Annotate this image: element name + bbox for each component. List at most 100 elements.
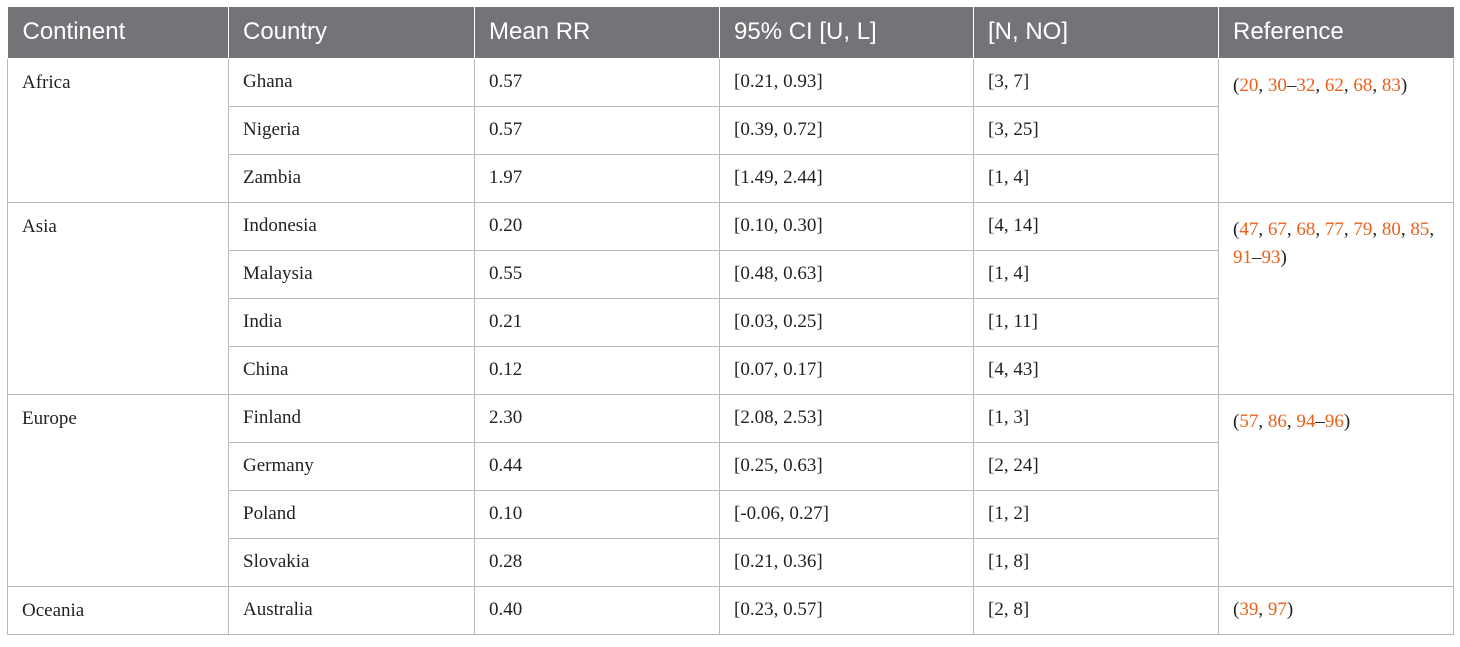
mean-rr-cell: 0.57 [474,57,720,107]
reference-link[interactable]: 96 [1324,410,1344,432]
reference-punctuation: , [1343,74,1354,96]
reference-punctuation: – [1315,410,1325,432]
header-confidence-interval: 95% CI [U, L] [719,7,974,59]
table-row: Malaysia 0.55 [0.48, 0.63] [1, 4] [8,249,1454,299]
header-reference: Reference [1218,7,1454,59]
reference-punctuation: ) [1400,74,1408,96]
confidence-interval-cell: [0.48, 0.63] [719,249,974,299]
reference-link[interactable]: 85 [1410,218,1430,240]
reference-link[interactable]: 39 [1239,599,1259,620]
reference-punctuation: , [1343,218,1354,240]
reference-punctuation: – [1252,246,1262,268]
reference-link[interactable]: 91 [1233,246,1252,268]
country-cell: Ghana [228,57,475,107]
header-mean-rr: Mean RR [474,7,720,59]
continent-cell: Asia [7,201,229,395]
reference-punctuation: , [1315,74,1325,96]
reference-punctuation: , [1315,218,1325,240]
table-body: Africa Ghana 0.57 [0.21, 0.93] [3, 7] (20, 30… [7,57,1454,635]
mean-rr-cell: 0.57 [474,105,720,155]
mean-rr-cell: 0.10 [474,489,720,539]
confidence-interval-cell: [0.21, 0.93] [719,57,974,107]
header-n-no: [N, NO] [973,7,1219,59]
mean-rr-cell: 0.40 [474,585,720,635]
country-cell: Slovakia [228,537,475,587]
confidence-interval-cell: [0.21, 0.36] [719,537,974,587]
country-cell: China [228,345,475,395]
reference-punctuation: , [1258,599,1268,620]
reference-link[interactable]: 77 [1324,218,1344,240]
reference-punctuation: , [1258,410,1268,432]
n-no-cell: [2, 24] [973,441,1219,491]
confidence-interval-cell: [0.23, 0.57] [719,585,974,635]
table-row: Oceania Australia 0.40 [0.23, 0.57] [2, 8] (3… [7,585,1454,635]
reference-link[interactable]: 79 [1353,218,1373,240]
n-no-cell: [4, 43] [973,345,1219,395]
reference-link[interactable]: 80 [1381,218,1401,240]
reference-cell: (20, 30–32, 62, 68, 83) [1218,57,1454,203]
reference-link[interactable]: 94 [1296,410,1316,432]
confidence-interval-cell: [1.49, 2.44] [719,153,974,203]
n-no-cell: [1, 11] [973,297,1219,347]
n-no-cell: [1, 3] [973,393,1219,443]
country-cell: Australia [228,585,475,635]
continent-cell: Europe [7,393,229,587]
reference-link[interactable]: 30 [1267,74,1287,96]
country-cell: Zambia [228,153,475,203]
reference-punctuation: , [1258,74,1268,96]
reference-link[interactable]: 32 [1296,74,1316,96]
table-row: Poland 0.10 [-0.06, 0.27] [1, 2] [8,489,1454,539]
country-cell: Malaysia [228,249,475,299]
reference-link[interactable]: 97 [1267,599,1287,620]
reference-punctuation: ) [1280,246,1287,268]
reference-link[interactable]: 68 [1353,74,1373,96]
reference-link[interactable]: 93 [1261,246,1281,268]
country-cell: Poland [228,489,475,539]
reference-punctuation: , [1286,410,1297,432]
reference-punctuation: , [1258,218,1268,240]
mean-rr-cell: 0.21 [474,297,720,347]
reference-punctuation: , [1286,218,1297,240]
table-row: Asia Indonesia 0.20 [0.10, 0.30] [4, 14] (47,… [7,201,1454,395]
country-cell: India [228,297,475,347]
reference-link[interactable]: 83 [1381,74,1401,96]
n-no-cell: [4, 14] [973,201,1219,251]
mean-rr-cell: 0.20 [474,201,720,251]
reference-punctuation: ( [1233,218,1240,240]
reference-punctuation: , [1372,74,1382,96]
reference-link[interactable]: 47 [1239,218,1259,240]
reference-punctuation: ) [1343,410,1351,432]
mean-rr-cell: 0.44 [474,441,720,491]
country-cell: Germany [228,441,475,491]
mean-rr-cell: 1.97 [474,153,720,203]
n-no-cell: [3, 25] [973,105,1219,155]
n-no-cell: [3, 7] [973,57,1219,107]
reference-link[interactable]: 62 [1324,74,1344,96]
reference-punctuation: ( [1233,74,1240,96]
confidence-interval-cell: [2.08, 2.53] [719,393,974,443]
reference-cell: (39, 97) [1218,585,1454,635]
header-country: Country [228,7,475,59]
table-row: Germany 0.44 [0.25, 0.63] [2, 24] [8,441,1454,491]
reference-punctuation: – [1286,74,1297,96]
table-row: China 0.12 [0.07, 0.17] [4, 43] [8,345,1454,395]
table-row: India 0.21 [0.03, 0.25] [1, 11] [8,297,1454,347]
reference-link[interactable]: 57 [1239,410,1259,432]
n-no-cell: [1, 2] [973,489,1219,539]
reference-punctuation: , [1429,218,1435,240]
reference-cell: (57, 86, 94–96) [1218,393,1454,587]
table-row: Europe Finland 2.30 [2.08, 2.53] [1, 3] (57, … [7,393,1454,587]
reference-link[interactable]: 20 [1239,74,1259,96]
continent-cell: Africa [7,57,229,203]
country-cell: Nigeria [228,105,475,155]
n-no-cell: [1, 8] [973,537,1219,587]
reference-link[interactable]: 86 [1267,410,1287,432]
reference-cell: (47, 67, 68, 77, 79, 80, 85, 91–93) [1218,201,1454,395]
reference-link[interactable]: 68 [1296,218,1316,240]
confidence-interval-cell: [0.03, 0.25] [719,297,974,347]
reference-link[interactable]: 67 [1267,218,1287,240]
n-no-cell: [1, 4] [973,249,1219,299]
table-row: Nigeria 0.57 [0.39, 0.72] [3, 25] [8,105,1454,155]
confidence-interval-cell: [0.10, 0.30] [719,201,974,251]
reference-punctuation: , [1372,218,1382,240]
